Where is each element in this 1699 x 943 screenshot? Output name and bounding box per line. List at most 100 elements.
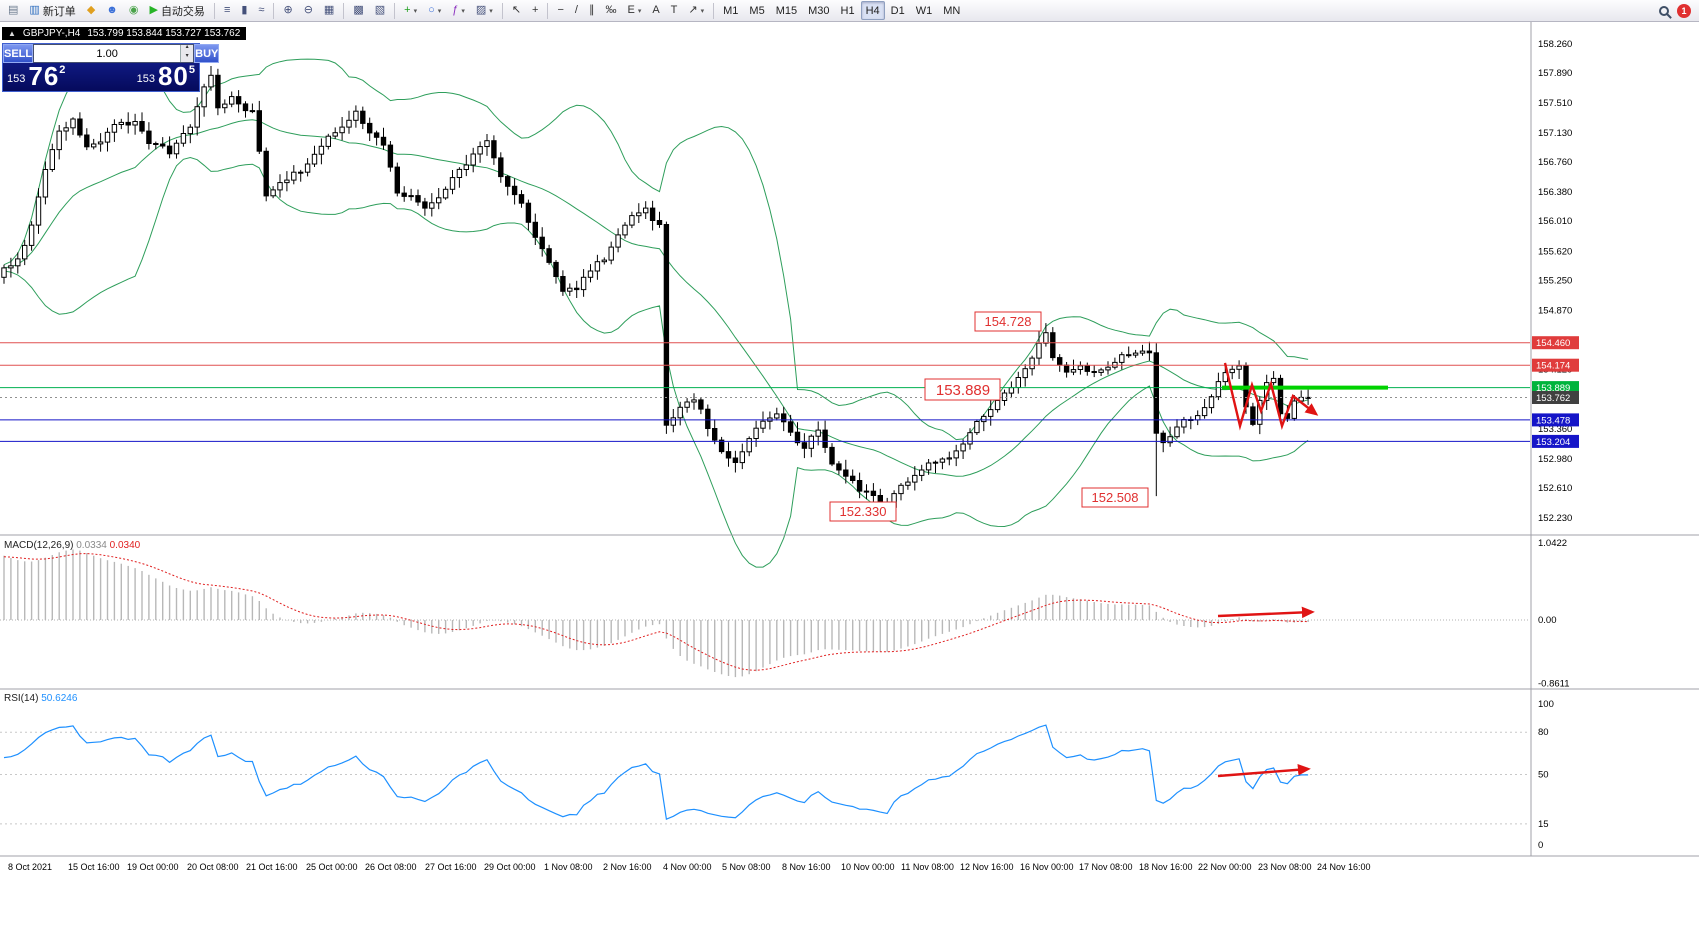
- svg-text:158.260: 158.260: [1538, 39, 1572, 50]
- elliott-tools-dropdown[interactable]: E ▾: [622, 1, 646, 20]
- volume-decrease-icon[interactable]: ▾: [181, 53, 194, 62]
- timeframe-h4[interactable]: H4: [860, 1, 885, 20]
- svg-text:12 Nov 16:00: 12 Nov 16:00: [960, 862, 1014, 872]
- trend-zigzag-arrow[interactable]: [1223, 362, 1319, 431]
- macd-histogram: [3, 549, 1309, 678]
- price-annotation[interactable]: 153.889: [924, 378, 1001, 401]
- svg-text:153.762: 153.762: [1536, 393, 1570, 404]
- trendline-tool-button[interactable]: /: [570, 1, 583, 20]
- svg-text:26 Oct 08:00: 26 Oct 08:00: [365, 862, 417, 872]
- new-order-button[interactable]: ▥ 新订单: [24, 1, 80, 20]
- template-icon: ▨: [475, 4, 487, 16]
- svg-text:19 Oct 00:00: 19 Oct 00:00: [127, 862, 179, 872]
- bar-chart-button[interactable]: ≡: [219, 1, 235, 20]
- sell-button[interactable]: SELL: [3, 44, 34, 63]
- timeframe-mn[interactable]: MN: [938, 1, 965, 20]
- time-axis[interactable]: 8 Oct 2021 15 Oct 16:00 19 Oct 00:00 20 Oct…: [8, 862, 1371, 872]
- crosshair-button[interactable]: +: [527, 1, 543, 20]
- sell-price-big: 76: [28, 61, 60, 91]
- auto-arrange-button[interactable]: ▩: [348, 1, 368, 20]
- collapse-icon[interactable]: ▲: [8, 29, 16, 38]
- svg-text:11 Nov 08:00: 11 Nov 08:00: [901, 862, 954, 872]
- toolbar-groups: ▤ ▥ 新订单 ◆ ☻ ◉ ▶ 自动交易 ≡ ▮ ≈ ⊕ ⊖ ▦ ▩ ▧ + ▾ ○ ▾ ƒ ▾ ▨ ▾ ↖ + − / ∥ ‰ E ▾ A T ↗…: [3, 1, 965, 20]
- price-annotation[interactable]: 154.728: [974, 311, 1042, 332]
- macd-panel: MACD(12,26,9) 0.0334 0.0340 1.0422 0.00 -0.…: [0, 538, 1570, 690]
- profile-button[interactable]: ☻: [101, 1, 123, 20]
- svg-text:152.980: 152.980: [1538, 454, 1572, 465]
- new-chart-button[interactable]: ▤: [3, 1, 23, 20]
- svg-text:-0.8611: -0.8611: [1538, 679, 1570, 690]
- svg-text:157.890: 157.890: [1538, 68, 1572, 79]
- dropdown-caret-icon: ▾: [437, 7, 442, 15]
- label-tool-button[interactable]: T: [666, 1, 683, 20]
- channel-tool-button[interactable]: ∥: [584, 1, 600, 20]
- buy-price-prefix: 153: [136, 73, 155, 85]
- price-axis[interactable]: 158.260 157.890 157.510 157.130 156.760 156.3…: [1532, 39, 1579, 524]
- price-annotation[interactable]: 152.508: [1081, 487, 1149, 508]
- buy-price[interactable]: 153 80 5: [136, 63, 195, 89]
- svg-text:1.0422: 1.0422: [1538, 538, 1567, 549]
- dropdown-caret-icon: ▾: [489, 7, 493, 15]
- search-icon[interactable]: [1659, 5, 1669, 16]
- line-chart-button[interactable]: ≈: [253, 1, 269, 20]
- candlestick-chart-button[interactable]: ▮: [236, 1, 252, 20]
- svg-text:0.00: 0.00: [1538, 615, 1557, 626]
- svg-text:50: 50: [1538, 770, 1549, 781]
- svg-text:156.760: 156.760: [1538, 157, 1572, 168]
- timeframe-m5[interactable]: M5: [744, 1, 769, 20]
- favorites-button[interactable]: ◆: [82, 1, 100, 20]
- community-button[interactable]: ◉: [124, 1, 144, 20]
- cascade-button[interactable]: ▧: [370, 1, 390, 20]
- volume-input[interactable]: [34, 45, 181, 62]
- panel-separators[interactable]: [0, 22, 1699, 857]
- timeframe-d1[interactable]: D1: [886, 1, 910, 20]
- macd-signal-line: [3, 553, 1309, 671]
- timeframe-m15[interactable]: M15: [771, 1, 802, 20]
- zoom-in-button[interactable]: ⊕: [278, 1, 297, 20]
- one-click-trading-panel: SELL ▴ ▾ BUY 153 76 2 153 80 5: [2, 43, 220, 92]
- chart-canvas[interactable]: 154.728 153.889 152.508 152.330 158.260 157.8…: [0, 22, 1699, 943]
- templates-dropdown[interactable]: ▨ ▾: [471, 1, 498, 20]
- price-annotation[interactable]: 152.330: [829, 501, 897, 522]
- rsi-panel: RSI(14) 50.6246 100 80 50 15 0: [0, 693, 1554, 851]
- rsi-trend-arrow[interactable]: [1217, 764, 1311, 778]
- fibonacci-icon: ‰: [605, 4, 617, 16]
- timeframe-m30[interactable]: M30: [803, 1, 834, 20]
- zoom-out-icon: ⊖: [303, 4, 313, 16]
- svg-text:5 Nov 08:00: 5 Nov 08:00: [722, 862, 771, 872]
- svg-text:0: 0: [1538, 840, 1543, 851]
- macd-trend-arrow[interactable]: [1217, 606, 1315, 619]
- hline-tool-button[interactable]: −: [552, 1, 568, 20]
- svg-text:15 Oct 16:00: 15 Oct 16:00: [68, 862, 120, 872]
- cursor-button[interactable]: ↖: [507, 1, 526, 20]
- fibonacci-tool-button[interactable]: ‰: [600, 1, 621, 20]
- svg-text:154.174: 154.174: [1536, 361, 1570, 372]
- cursor-icon: ↖: [511, 4, 522, 16]
- sell-price[interactable]: 153 76 2: [7, 61, 65, 91]
- arrange-icon: ▩: [353, 4, 364, 16]
- channel-icon: ∥: [588, 4, 595, 16]
- notification-badge[interactable]: 1: [1677, 3, 1691, 18]
- play-icon: ▶: [149, 4, 158, 16]
- svg-text:157.130: 157.130: [1538, 128, 1572, 139]
- timeframe-m1[interactable]: M1: [718, 1, 743, 20]
- timeframe-w1[interactable]: W1: [911, 1, 938, 20]
- indicators-dropdown[interactable]: ƒ ▾: [447, 1, 470, 20]
- zoom-out-button[interactable]: ⊖: [299, 1, 318, 20]
- text-tool-button[interactable]: A: [647, 1, 664, 20]
- new-chart-dropdown[interactable]: + ▾: [399, 1, 422, 20]
- timeframe-h1[interactable]: H1: [836, 1, 860, 20]
- svg-text:152.610: 152.610: [1538, 483, 1572, 494]
- sell-price-prefix: 153: [7, 73, 26, 85]
- buy-price-sup: 5: [188, 64, 195, 76]
- timeframe-h4-label: H4: [865, 4, 880, 17]
- arrows-tool-dropdown[interactable]: ↗ ▾: [683, 1, 709, 20]
- tile-windows-button[interactable]: ▦: [319, 1, 339, 20]
- buy-button[interactable]: BUY: [194, 44, 220, 63]
- volume-increase-icon[interactable]: ▴: [181, 44, 194, 54]
- autotrade-button[interactable]: ▶ 自动交易: [144, 1, 209, 20]
- trendline-icon: /: [574, 4, 578, 16]
- zoom-in-icon: ⊕: [283, 4, 293, 16]
- globe-icon: ◉: [128, 4, 139, 16]
- periods-dropdown[interactable]: ○ ▾: [423, 1, 446, 20]
